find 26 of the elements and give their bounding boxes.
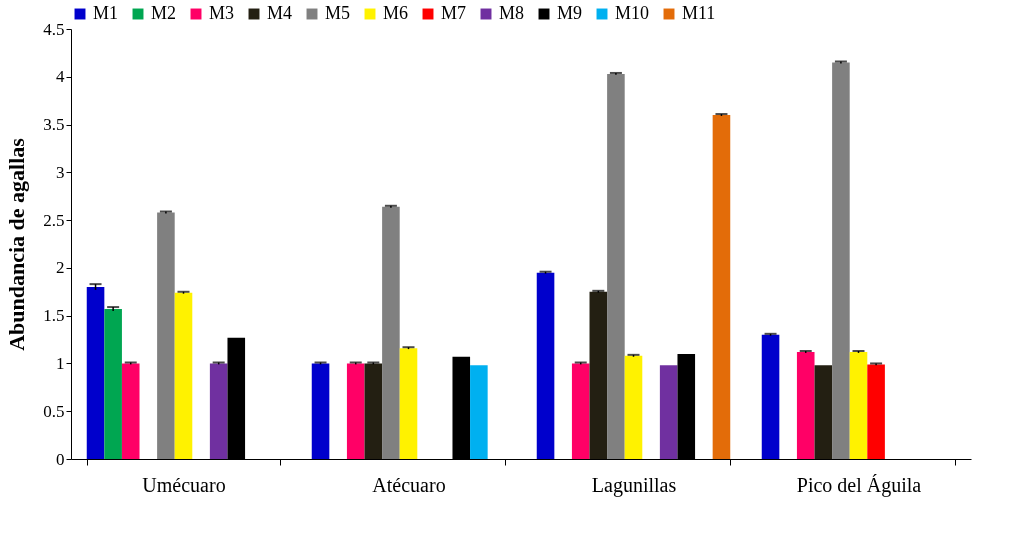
x-tick-label: Atécuaro — [372, 473, 446, 496]
y-tick-label: 4 — [56, 67, 65, 87]
y-tick-label: 0 — [56, 449, 65, 469]
legend-label: M7 — [441, 3, 467, 23]
legend-label: M5 — [325, 3, 351, 23]
x-tick-label: Pico del Águila — [796, 473, 922, 497]
legend-label: M8 — [499, 3, 525, 23]
y-tick-label: 3.5 — [43, 115, 65, 135]
y-tick-label: 1 — [56, 353, 65, 373]
legend-label: M4 — [267, 3, 293, 23]
x-tick-label: Umécuaro — [142, 473, 226, 496]
y-tick-label: 2 — [56, 258, 65, 278]
y-tick-label: 1.5 — [43, 306, 65, 326]
legend-label: M9 — [557, 3, 583, 23]
legend-label: M2 — [151, 3, 177, 23]
legend-label: M3 — [209, 3, 235, 23]
y-tick-label: 4.5 — [43, 19, 65, 39]
x-tick-label: Lagunillas — [591, 473, 677, 497]
legend-label: M6 — [383, 3, 409, 23]
y-tick-label: 0.5 — [43, 401, 65, 421]
legend-label: M11 — [682, 3, 716, 23]
legend-label: M10 — [615, 3, 650, 23]
y-tick-label: 3 — [56, 162, 65, 182]
y-tick-label: 2.5 — [43, 210, 65, 230]
y-axis-title: Abundancia de agallas — [4, 137, 30, 351]
legend-label: M1 — [93, 3, 119, 23]
